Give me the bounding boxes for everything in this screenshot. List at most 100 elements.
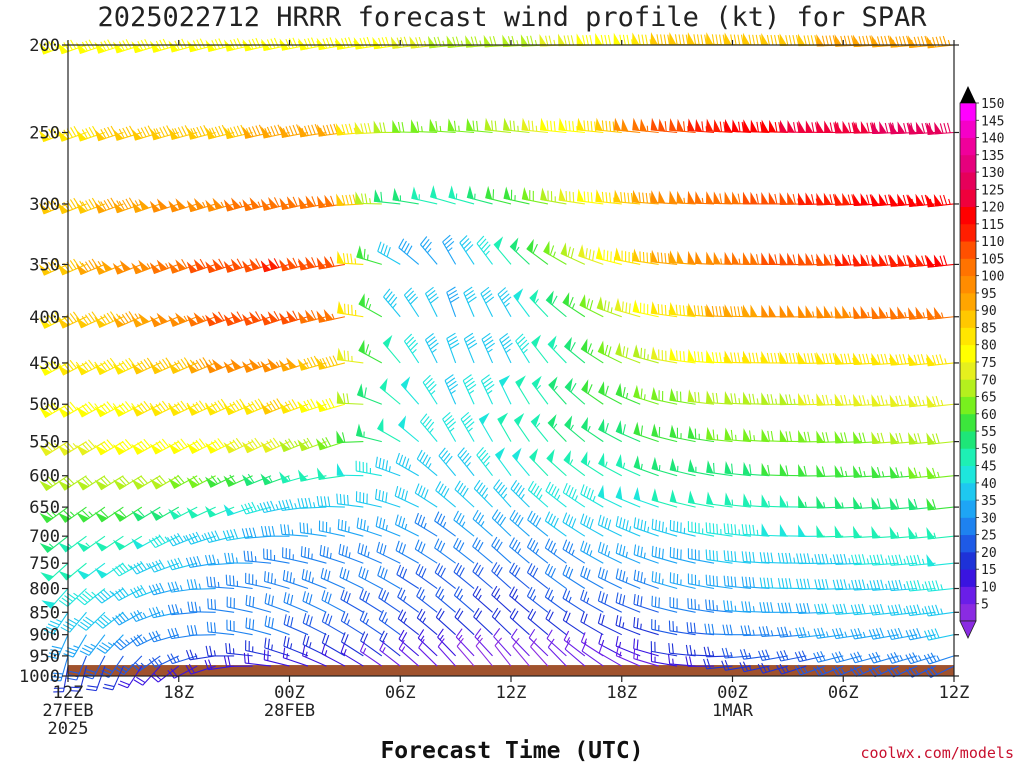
wind-barb xyxy=(705,118,733,134)
wind-barb xyxy=(47,634,69,659)
wind-barb xyxy=(357,542,383,564)
wind-barb xyxy=(509,537,530,564)
wind-barb xyxy=(420,413,438,442)
wind-barb xyxy=(651,423,678,443)
wind-barb xyxy=(816,430,844,444)
wind-barb xyxy=(353,36,382,50)
wind-barb xyxy=(131,475,161,490)
wind-barb xyxy=(358,293,383,318)
wind-barb xyxy=(539,117,567,134)
wind-barb xyxy=(515,333,530,364)
wind-barb xyxy=(908,121,936,135)
colorbar-swatch xyxy=(960,310,976,328)
wind-barb xyxy=(491,509,512,537)
wind-barb xyxy=(462,374,477,405)
wind-barb xyxy=(168,125,198,141)
wind-barb xyxy=(563,450,586,477)
wind-barb xyxy=(816,496,844,509)
wind-barb xyxy=(242,197,272,212)
wind-barb xyxy=(392,119,419,134)
colorbar-swatch xyxy=(960,534,976,553)
wind-barb xyxy=(871,193,899,207)
wind-barb xyxy=(562,292,586,318)
wind-barb xyxy=(223,258,253,273)
wind-barb xyxy=(456,637,475,667)
wind-barb xyxy=(528,628,549,657)
wind-barb xyxy=(742,191,770,205)
wind-barb xyxy=(851,579,881,591)
wind-barb xyxy=(57,197,87,215)
wind-barb xyxy=(395,452,419,477)
wind-barb xyxy=(547,414,567,442)
colorbar-label: 120 xyxy=(981,201,1004,216)
wind-barb xyxy=(889,254,918,268)
wind-barb xyxy=(499,332,513,364)
wind-barb xyxy=(871,306,899,320)
wind-barb xyxy=(75,258,106,276)
wind-barb xyxy=(282,547,309,564)
wind-barb xyxy=(102,665,124,691)
wind-barb xyxy=(205,258,235,274)
wind-barb xyxy=(223,358,253,374)
wind-barb xyxy=(204,398,235,416)
wind-barb xyxy=(245,640,272,657)
wind-barb xyxy=(337,519,364,537)
wind-barb xyxy=(545,609,567,636)
wind-barb xyxy=(527,480,549,508)
wind-barb xyxy=(204,554,235,566)
wind-barb xyxy=(420,236,438,265)
colorbar-label: 45 xyxy=(981,460,997,475)
ground-fill xyxy=(68,665,954,676)
wind-barb xyxy=(280,524,308,537)
wind-barb xyxy=(562,610,586,636)
wind-barb xyxy=(705,251,733,265)
wind-barb xyxy=(260,437,290,453)
wind-barb xyxy=(669,457,696,477)
wind-barb xyxy=(598,381,623,405)
wind-barb xyxy=(889,497,918,510)
wind-barb xyxy=(907,306,936,320)
wind-barb xyxy=(435,608,456,636)
wind-barb xyxy=(57,359,87,376)
wind-barb xyxy=(340,632,364,657)
wind-barb xyxy=(529,289,549,318)
colorbar-swatch xyxy=(960,431,976,449)
wind-barb xyxy=(563,630,586,657)
credit-link[interactable]: coolwx.com/models xyxy=(860,744,1014,762)
colorbar-swatch xyxy=(960,154,976,173)
wind-barb xyxy=(336,463,364,477)
wind-barb xyxy=(850,665,881,677)
wind-barb xyxy=(597,541,622,564)
wind-barb xyxy=(453,562,475,589)
wind-barb xyxy=(225,574,253,590)
wind-barb xyxy=(502,34,530,48)
x-tick-label: 18Z xyxy=(163,683,194,703)
wind-barb xyxy=(40,562,69,582)
wind-barb xyxy=(69,665,87,692)
wind-barb xyxy=(149,506,180,521)
wind-barb xyxy=(39,506,69,524)
wind-barb xyxy=(491,562,512,589)
wind-barb xyxy=(742,119,770,134)
ground-layer xyxy=(68,665,954,676)
wind-barb xyxy=(245,617,272,636)
wind-barb xyxy=(576,188,604,205)
wind-barb xyxy=(375,456,401,477)
wind-barb xyxy=(241,358,272,373)
wind-barb xyxy=(546,629,567,657)
wind-barb xyxy=(186,438,216,455)
wind-barb xyxy=(615,453,641,477)
wind-barb xyxy=(442,234,457,265)
wind-barb xyxy=(798,524,825,538)
wind-barb xyxy=(241,473,272,487)
y-tick-label: 900 xyxy=(29,626,60,646)
wind-barb xyxy=(493,236,512,265)
wind-barb xyxy=(245,572,272,590)
wind-barb xyxy=(466,185,493,205)
wind-barb xyxy=(112,611,143,626)
wind-barb xyxy=(94,125,124,142)
wind-barb xyxy=(926,121,955,135)
colorbar-label: 110 xyxy=(981,235,1004,250)
wind-barb xyxy=(530,638,549,667)
wind-barb xyxy=(562,512,586,537)
